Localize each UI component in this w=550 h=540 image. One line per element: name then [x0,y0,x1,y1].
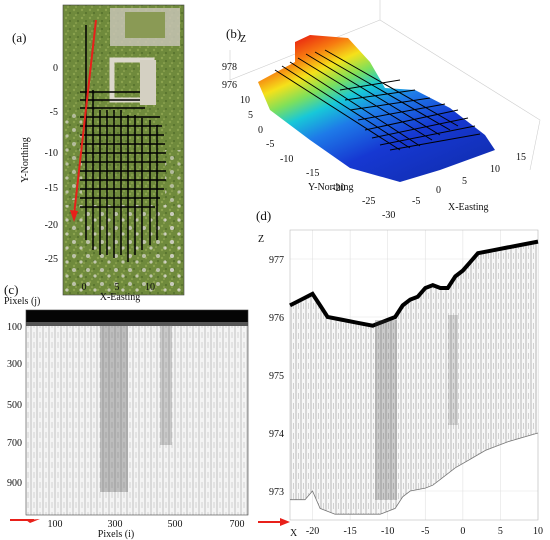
panel-a-letter: (a) [12,30,27,45]
d-radargram-body [290,241,538,515]
d-xtick: -10 [381,526,394,537]
anomaly-band [100,322,128,492]
d-surface-line [289,239,539,328]
a-ylabel: Y-Northing [20,137,31,183]
surface-survey-lines [274,49,481,151]
terrain-surface [258,35,495,182]
d-zlabel: Z [258,234,264,245]
c-ytick: 300 [7,359,22,370]
d-ytick: 975 [269,371,284,382]
b-ztick: 978 [222,62,237,73]
c-ytick: 700 [7,438,22,449]
c-ytick: 100 [7,322,22,333]
d-xtick: 10 [533,526,543,537]
a-xtick: 0 [82,282,87,293]
arrow-head-icon [70,210,78,222]
b-xtick: 10 [490,164,500,175]
a-xtick: 10 [145,282,155,293]
c-xtick: 100 [48,519,63,530]
b-ytick: -20 [332,183,345,194]
panel-c-radargram: Pixels (j) 100 300 500 700 900 100 300 5… [4,296,249,540]
d-ytick: 976 [269,313,284,324]
a-xtick: 5 [115,282,120,293]
b-zlabel: Z [240,34,246,45]
anomaly-band [160,325,172,445]
d-anomaly-band [448,315,458,425]
c-xlabel: Pixels (i) [98,529,134,540]
d-xtick: -20 [306,526,319,537]
b-ztick: 976 [222,80,237,91]
b-ytick: -15 [306,168,319,179]
b-ytick: -30 [382,210,395,221]
panel-d-letter: (d) [256,208,272,223]
d-ytick: 973 [269,487,284,498]
d-xtick: 5 [498,526,503,537]
d-xtick: -5 [421,526,429,537]
b-ytick: 10 [240,95,250,106]
d-bottom-line [290,432,539,515]
d-xlabel: X [290,528,298,539]
b-xtick: -5 [412,196,420,207]
b-xtick: 15 [516,152,526,163]
panel-d-profile: Z 973 974 975 976 977 -20 -15 -10 -5 0 5 10 X [258,229,543,539]
b-ylabel: Y-Northing [308,182,354,193]
c-ytick: 500 [7,400,22,411]
c-xtick: 700 [230,519,245,530]
b-ytick: -25 [362,196,375,207]
b-ytick: 0 [258,125,263,136]
b-xtick: 5 [462,176,467,187]
a-xlabel: X-Easting [100,292,141,303]
d-anomaly-band [375,320,397,500]
c-ytick: 900 [7,478,22,489]
d-xtick: 0 [460,526,465,537]
a-ytick: -5 [50,107,58,118]
a-ytick: -15 [45,183,58,194]
d-arrow-icon [280,518,290,526]
d-xtick: -15 [343,526,356,537]
b-ytick: -10 [280,154,293,165]
panel-c-letter: (c) [4,282,19,297]
a-ytick: 0 [53,63,58,74]
d-ytick: 974 [269,429,284,440]
c-ylabel: Pixels (j) [4,296,40,307]
b-xlabel: X-Easting [448,202,489,213]
c-xtick: 300 [108,519,123,530]
survey-lines-vertical [85,25,158,262]
radargram-image [26,310,248,515]
d-ytick: 977 [269,255,284,266]
b-xtick: 0 [436,185,441,196]
c-xtick: 500 [168,519,183,530]
profile-line-arrow [73,19,97,216]
panel-a-map: 0 -5 -10 -15 -20 -25 0 5 10 Y-Northing X… [20,4,185,303]
b-ytick: 5 [248,110,253,121]
b-ytick: -5 [266,139,274,150]
a-ytick: -20 [45,220,58,231]
a-ytick: -10 [45,148,58,159]
panel-b-letter: (b) [226,26,242,41]
a-ytick: -25 [45,254,58,265]
panel-b-surface: Z 978 976 10 5 0 -5 -10 -15 -20 -25 -30 … [222,0,541,221]
